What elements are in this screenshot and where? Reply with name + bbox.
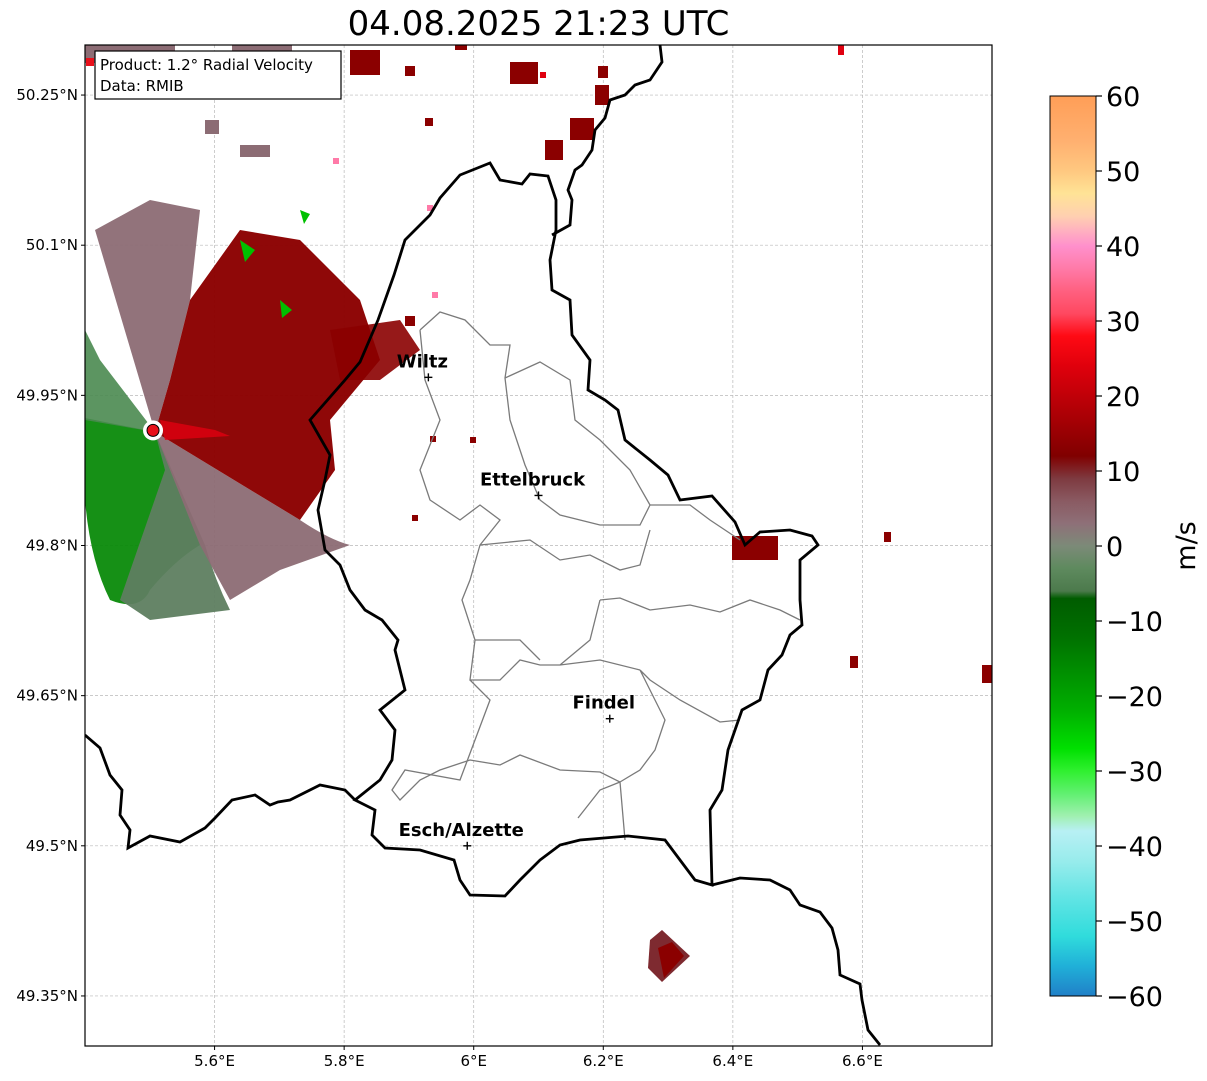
city-label: Wiltz [397, 351, 448, 372]
lat-tick-label: 49.5°N [26, 837, 78, 855]
country-border-germany [551, 45, 882, 1046]
radar-site [143, 420, 164, 441]
info-product: Product: 1.2° Radial Velocity [100, 56, 313, 74]
echo-sector-near-zero-south [155, 432, 350, 600]
lon-tick-label: 6°E [460, 1052, 487, 1070]
lon-tick-label: 6.4°E [712, 1052, 753, 1070]
luxembourg-border [308, 161, 820, 898]
echo-sector-outbound-east [330, 320, 420, 380]
colorbar: 60 50 40 30 20 10 0 −10 −20 −30 −40 −50 −60 m/s [1049, 82, 1202, 1013]
colorbar-tick-label: 50 [1106, 157, 1140, 188]
echo-sector-near-zero-north [95, 200, 200, 432]
canton-boundaries [391, 311, 801, 841]
colorbar-tick-label: −50 [1106, 907, 1163, 938]
city-findel: Findel [572, 693, 635, 723]
country-border-france-belgium [85, 733, 356, 851]
colorbar-tick-label: 0 [1106, 532, 1123, 563]
city-ettelbruck: Ettelbruck [480, 469, 586, 500]
echo-sector-outbound-bright [160, 420, 230, 440]
info-data-source: Data: RMIB [100, 77, 184, 95]
map-title: 04.08.2025 21:23 UTC [347, 4, 730, 44]
colorbar-tick-label: −40 [1106, 832, 1163, 863]
city-wiltz: Wiltz [397, 351, 448, 382]
colorbar-tick-label: 40 [1106, 232, 1140, 263]
lon-tick-label: 6.6°E [842, 1052, 883, 1070]
colorbar-tick-label: 60 [1106, 82, 1140, 113]
info-box: Product: 1.2° Radial Velocity Data: RMIB [86, 50, 342, 100]
lon-tick-label: 5.6°E [194, 1052, 235, 1070]
radar-echoes [85, 45, 992, 982]
lat-tick-label: 49.8°N [26, 537, 78, 555]
lat-tick-label: 50.25°N [16, 86, 78, 104]
city-label: Findel [572, 693, 635, 714]
echo-cell-southeast-core [658, 942, 684, 978]
city-label: Esch/Alzette [399, 820, 524, 841]
colorbar-tick-label: 10 [1106, 457, 1140, 488]
city-markers: Wiltz Ettelbruck Findel Esch/Alzette [397, 351, 635, 850]
lon-tick-label: 5.8°E [324, 1052, 365, 1070]
city-label: Ettelbruck [480, 469, 586, 490]
echo-sector-gray [120, 432, 230, 620]
borders [85, 45, 882, 1046]
lat-tick-label: 49.95°N [16, 386, 78, 404]
axis-ticks: 5.6°E 5.8°E 6°E 6.2°E 6.4°E 6.6°E 50.25°N 50.1°… [16, 86, 883, 1070]
city-eschalzette: Esch/Alzette [399, 820, 524, 850]
colorbar-tick-label: −10 [1106, 607, 1163, 638]
colorbar-tick-label: 20 [1106, 382, 1140, 413]
lon-tick-label: 6.2°E [583, 1052, 624, 1070]
echo-scatter-cells [350, 45, 992, 683]
lat-tick-label: 50.1°N [26, 236, 78, 254]
echo-scatter-bright [540, 45, 844, 78]
echo-sector-outbound [155, 230, 380, 520]
colorbar-tick-label: 30 [1106, 307, 1140, 338]
colorbar-label: m/s [1171, 521, 1202, 570]
echo-scatter-pink [333, 158, 438, 298]
colorbar-tick-label: −30 [1106, 757, 1163, 788]
colorbar-tick-label: −20 [1106, 682, 1163, 713]
colorbar-tick-label: −60 [1106, 982, 1163, 1013]
lat-tick-label: 49.35°N [16, 987, 78, 1005]
echo-sector-inbound-green-speckle [85, 330, 155, 432]
lat-tick-label: 49.65°N [16, 687, 78, 705]
